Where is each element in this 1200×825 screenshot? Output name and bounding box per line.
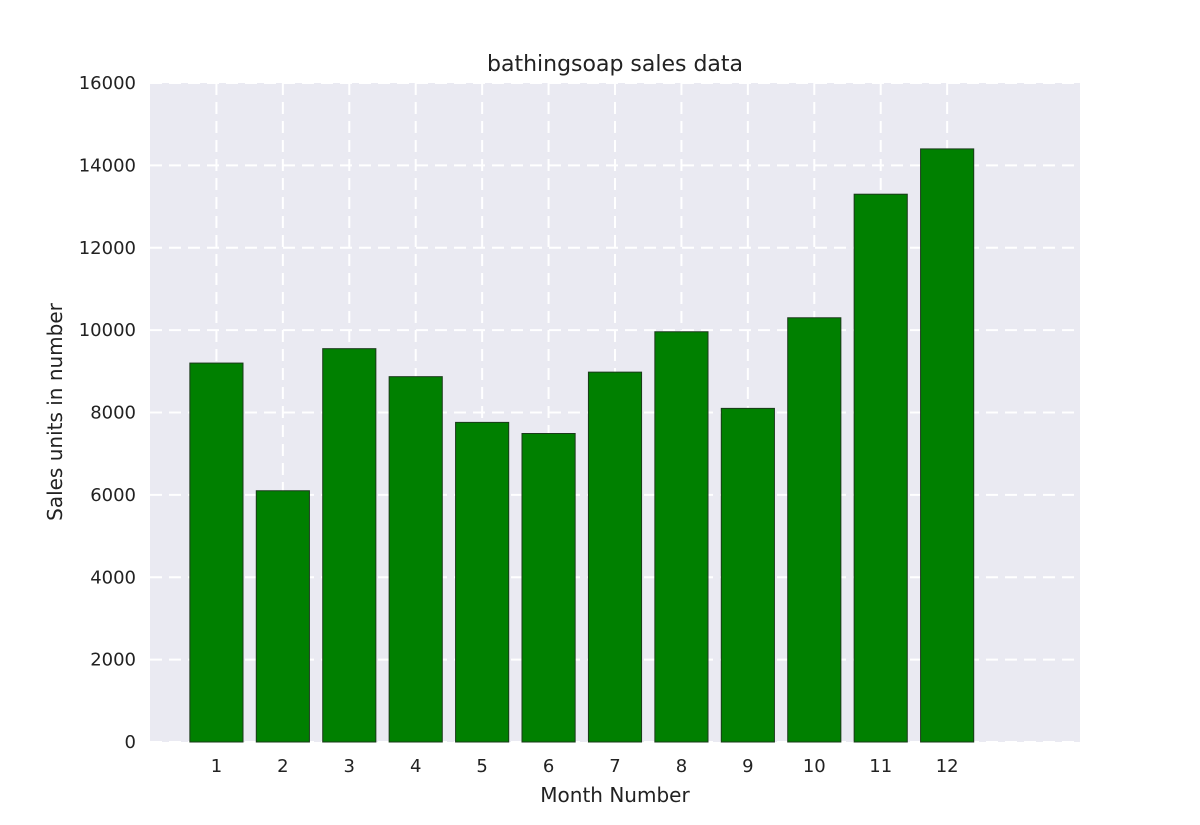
y-tick-label: 4000 <box>90 567 136 588</box>
bar-month-10 <box>787 317 842 743</box>
y-tick-labels: 0 2000 4000 6000 8000 10000 12000 14000 16000 <box>79 73 136 753</box>
x-tick-label: 10 <box>803 756 826 777</box>
x-tick-label: 9 <box>742 756 753 777</box>
x-tick-label: 12 <box>936 756 959 777</box>
y-tick-label: 12000 <box>79 238 136 259</box>
x-tick-label: 1 <box>211 756 222 777</box>
y-tick-label: 2000 <box>90 650 136 671</box>
bar-month-9 <box>720 407 775 743</box>
bar-month-3 <box>322 348 377 743</box>
y-tick-label: 14000 <box>79 155 136 176</box>
y-tick-label: 16000 <box>79 73 136 94</box>
x-tick-label: 8 <box>676 756 687 777</box>
bar-month-5 <box>455 421 510 743</box>
x-axis-label: Month Number <box>540 783 690 807</box>
bars <box>189 148 975 743</box>
x-tick-label: 5 <box>476 756 487 777</box>
x-tick-label: 11 <box>869 756 892 777</box>
x-tick-label: 3 <box>344 756 355 777</box>
x-tick-label: 7 <box>609 756 620 777</box>
bar-month-11 <box>853 193 908 743</box>
y-tick-label: 8000 <box>90 403 136 424</box>
bar-month-7 <box>587 371 643 743</box>
y-tick-label: 0 <box>125 732 136 753</box>
x-tick-label: 2 <box>277 756 288 777</box>
bar-month-4 <box>388 376 443 743</box>
x-tick-labels: 1 2 3 4 5 6 7 8 9 10 11 12 <box>211 756 959 777</box>
chart-title: bathingsoap sales data <box>487 52 743 77</box>
bar-month-12 <box>920 148 975 743</box>
x-tick-label: 4 <box>410 756 421 777</box>
bar-month-2 <box>255 490 310 743</box>
y-tick-label: 6000 <box>90 485 136 506</box>
x-tick-label: 6 <box>543 756 554 777</box>
bar-month-6 <box>521 433 576 743</box>
bar-month-1 <box>189 362 244 743</box>
bar-month-8 <box>654 331 709 743</box>
y-axis-label: Sales units in number <box>43 302 67 521</box>
y-tick-label: 10000 <box>79 320 136 341</box>
